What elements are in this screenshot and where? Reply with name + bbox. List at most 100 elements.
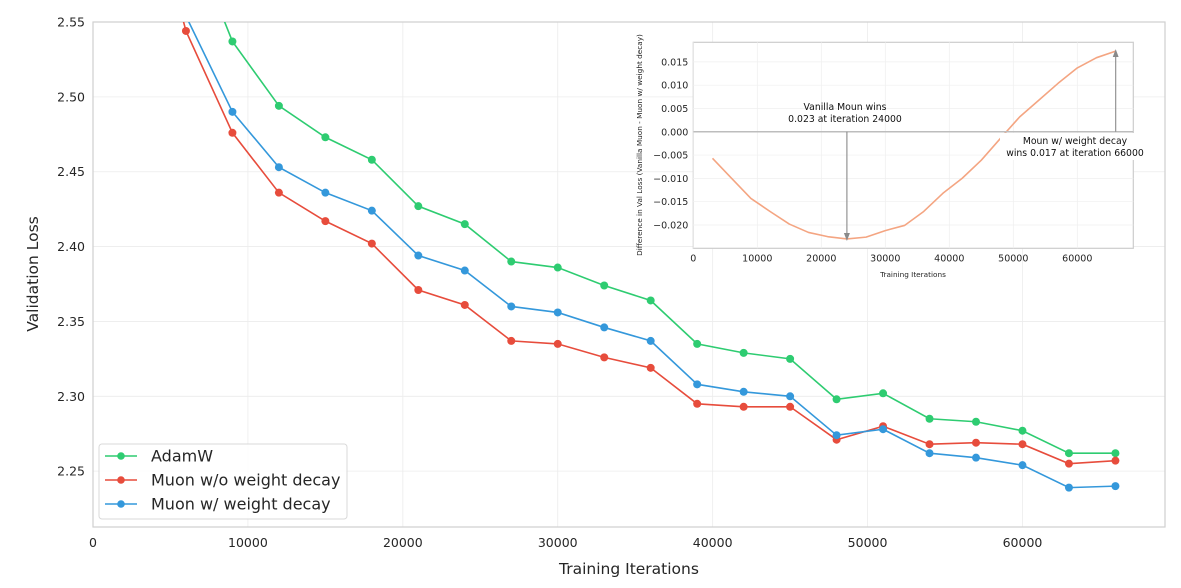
legend-swatch-marker xyxy=(117,476,125,484)
inset-y-tick-label: 0.010 xyxy=(661,81,688,92)
main-y-ticks: 2.25 2.30 2.35 2.40 2.45 2.50 2.55 xyxy=(57,15,85,479)
main-x-tick-label: 60000 xyxy=(1003,535,1043,550)
main-x-tick-label: 50000 xyxy=(848,535,888,550)
data-point-muon-w-weight-decay xyxy=(925,449,934,458)
inset-difference-line xyxy=(711,50,1116,240)
data-point-muon-w-weight-decay xyxy=(553,308,562,317)
data-point-muon-w-weight-decay xyxy=(182,12,190,20)
data-point-muon-w-o-weight-decay xyxy=(1018,440,1027,449)
data-point-muon-w-weight-decay xyxy=(507,302,516,311)
data-point-adamw xyxy=(879,389,888,398)
inset-x-tick-label: 10000 xyxy=(742,253,772,264)
annotation-vanilla-wins-line2: 0.023 at iteration 24000 xyxy=(788,114,902,125)
data-point-adamw xyxy=(925,414,934,423)
main-y-tick-label: 2.55 xyxy=(57,15,85,30)
data-point-muon-w-weight-decay xyxy=(1111,482,1120,491)
inset-x-axis-label: Training Iterations xyxy=(879,270,946,279)
annotation-wd-wins-background xyxy=(1000,133,1152,160)
legend-item-muon-w-o-weight-decay: Muon w/o weight decay xyxy=(105,471,340,490)
main-y-tick-label: 2.25 xyxy=(57,464,85,479)
data-point-adamw xyxy=(1111,449,1120,458)
legend-swatch-marker xyxy=(117,500,125,508)
data-point-adamw xyxy=(321,133,330,142)
annotation-wd-wins-line2: wins 0.017 at iteration 66000 xyxy=(1006,148,1144,159)
data-point-muon-w-weight-decay xyxy=(1018,461,1027,470)
main-y-tick-label: 2.50 xyxy=(57,89,85,104)
data-point-muon-w-o-weight-decay xyxy=(460,300,469,309)
data-point-muon-w-weight-decay xyxy=(600,323,609,332)
data-point-adamw xyxy=(600,281,609,290)
inset-chart: 0 10000 20000 30000 40000 50000 60000 −0.020−0… xyxy=(635,34,1152,279)
data-point-adamw xyxy=(274,101,283,110)
inset-grid xyxy=(692,42,1134,249)
data-point-muon-w-weight-decay xyxy=(646,336,655,345)
series-adamw xyxy=(223,22,1120,458)
inset-y-axis-label: Difference in Val Loss (Vanilla Muon - M… xyxy=(635,34,644,256)
data-point-muon-w-weight-decay xyxy=(1064,483,1073,492)
data-point-adamw xyxy=(646,296,655,305)
data-point-muon-w-o-weight-decay xyxy=(1064,459,1073,468)
inset-y-ticks: −0.020 −0.015 −0.010 −0.005 0.000 0.005 0.010 0… xyxy=(653,57,688,231)
inset-y-tick-label: 0.015 xyxy=(661,57,688,68)
data-point-muon-w-weight-decay xyxy=(228,107,237,116)
annotation-wd-wins-line1: Moun w/ weight decay xyxy=(1023,136,1128,147)
data-point-muon-w-o-weight-decay xyxy=(181,26,190,35)
legend-item-muon-w-weight-decay: Muon w/ weight decay xyxy=(105,495,331,514)
inset-x-tick-label: 20000 xyxy=(806,253,836,264)
data-point-adamw xyxy=(972,417,981,426)
data-point-muon-w-weight-decay xyxy=(321,188,330,197)
main-axes-frame xyxy=(92,21,1166,528)
main-series-group xyxy=(181,12,1120,492)
inset-x-ticks: 0 10000 20000 30000 40000 50000 60000 xyxy=(690,253,1092,264)
data-point-muon-w-o-weight-decay xyxy=(1111,456,1120,465)
data-point-muon-w-weight-decay xyxy=(414,251,423,260)
main-x-tick-label: 10000 xyxy=(228,535,268,550)
data-point-muon-w-weight-decay xyxy=(739,387,748,396)
data-point-muon-w-o-weight-decay xyxy=(693,399,702,408)
inset-y-tick-label: −0.015 xyxy=(653,197,688,208)
data-point-muon-w-o-weight-decay xyxy=(414,285,423,294)
inset-y-tick-label: −0.020 xyxy=(653,220,688,231)
series-line-muon-w-o-weight-decay xyxy=(182,22,1116,465)
data-point-muon-w-weight-decay xyxy=(693,380,702,389)
legend-label: Muon w/o weight decay xyxy=(151,471,340,490)
main-y-tick-label: 2.35 xyxy=(57,314,85,329)
data-point-muon-w-o-weight-decay xyxy=(925,440,934,449)
data-point-adamw xyxy=(693,339,702,348)
inset-y-tick-label: −0.010 xyxy=(653,174,688,185)
data-point-muon-w-o-weight-decay xyxy=(228,128,237,137)
legend-label: AdamW xyxy=(151,447,213,466)
data-point-adamw xyxy=(228,37,237,46)
inset-x-tick-label: 0 xyxy=(690,253,696,264)
data-point-adamw xyxy=(832,395,841,404)
legend: AdamW Muon w/o weight decay Muon w/ weight… xyxy=(98,443,348,520)
legend-box xyxy=(98,443,348,520)
main-y-tick-label: 2.45 xyxy=(57,164,85,179)
data-point-muon-w-weight-decay xyxy=(274,163,283,172)
data-point-muon-w-o-weight-decay xyxy=(321,217,330,226)
data-point-muon-w-o-weight-decay xyxy=(972,438,981,447)
main-x-tick-label: 40000 xyxy=(693,535,733,550)
data-point-muon-w-weight-decay xyxy=(367,206,376,215)
data-point-adamw xyxy=(553,263,562,272)
data-point-muon-w-o-weight-decay xyxy=(786,402,795,411)
main-y-tick-label: 2.40 xyxy=(57,239,85,254)
series-muon-w-weight-decay xyxy=(182,12,1120,492)
data-point-adamw xyxy=(739,348,748,357)
data-point-adamw xyxy=(786,354,795,363)
main-x-tick-label: 0 xyxy=(89,535,97,550)
data-point-muon-w-weight-decay xyxy=(879,425,888,434)
inset-x-tick-label: 30000 xyxy=(870,253,900,264)
inset-y-tick-label: 0.000 xyxy=(661,127,688,138)
inset-x-tick-label: 50000 xyxy=(998,253,1028,264)
data-point-muon-w-o-weight-decay xyxy=(274,188,283,197)
data-point-muon-w-o-weight-decay xyxy=(367,239,376,248)
data-point-muon-w-weight-decay xyxy=(460,266,469,275)
inset-y-tick-label: 0.005 xyxy=(661,104,688,115)
x-axis-label: Training Iterations xyxy=(558,560,699,578)
main-y-tick-label: 2.30 xyxy=(57,389,85,404)
inset-x-tick-label: 60000 xyxy=(1062,253,1092,264)
data-point-adamw xyxy=(367,155,376,164)
data-point-muon-w-o-weight-decay xyxy=(600,353,609,362)
